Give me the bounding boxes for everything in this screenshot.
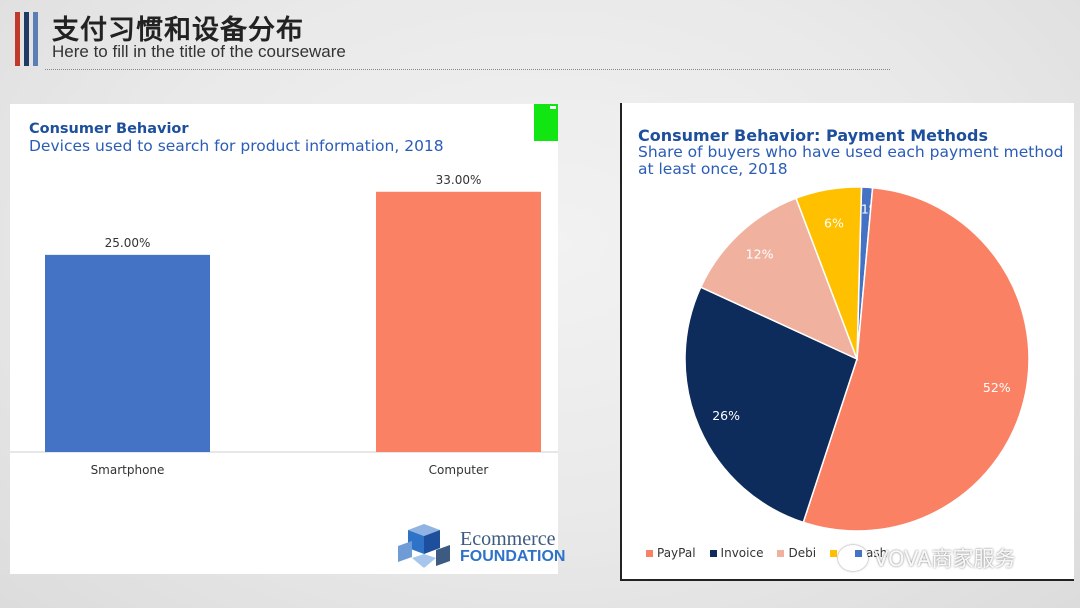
bar-computer	[376, 191, 541, 452]
pie-slice-paypal	[802, 186, 1030, 532]
device-chart-title: Consumer Behavior	[29, 121, 189, 137]
payment-chart-title: Consumer Behavior: Payment Methods	[638, 126, 988, 145]
page-title: 支付习惯和设备分布	[52, 15, 304, 46]
device-bar-chart: 25.00% Smartphone 33.00% Computer	[10, 173, 558, 477]
header-accent-bar-navy	[24, 12, 29, 66]
pie-data-label: 26%	[712, 408, 740, 423]
pie-slice-invoice	[684, 286, 858, 524]
logo-text-line1: Ecommerce	[460, 528, 556, 550]
legend-swatch	[777, 549, 785, 557]
bar-data-label: 33.00%	[436, 173, 482, 187]
legend-label: Invoice	[720, 546, 764, 560]
legend-swatch	[646, 549, 653, 557]
bar-category-label: Computer	[429, 463, 489, 477]
device-chart-card: Consumer Behavior Devices used to search…	[10, 104, 565, 574]
pie-legend: PayPal Invoice Debi ash	[646, 546, 887, 560]
payment-chart-subtitle: Share of buyers who have used each payme…	[638, 143, 1064, 178]
legend-item: PayPal	[646, 546, 696, 560]
bar-smartphone	[45, 254, 210, 452]
legend-swatch	[709, 549, 717, 557]
header-divider	[45, 69, 890, 70]
payment-pie-chart: 1%52%26%12%6%	[684, 186, 1030, 532]
payment-chart-card: Consumer Behavior: Payment Methods Share…	[620, 103, 1074, 581]
wechat-icon	[838, 545, 868, 571]
header-accent-bar-blue	[33, 12, 38, 66]
legend-item: Debi	[777, 546, 816, 560]
pie-slice-debit-credit-card	[699, 197, 859, 361]
pie-data-label: 52%	[983, 380, 1011, 395]
legend-swatch	[830, 549, 838, 557]
pie-data-label: 12%	[746, 247, 774, 262]
legend-item	[830, 546, 841, 560]
legend-item: Invoice	[709, 546, 764, 560]
logo-text-line2: FOUNDATION	[460, 548, 566, 565]
green-marker	[534, 104, 558, 141]
bar-category-label: Smartphone	[91, 463, 165, 477]
watermark: VOVA商家服务	[838, 543, 1016, 573]
legend-label: PayPal	[657, 546, 696, 560]
legend-label: Debi	[788, 546, 817, 560]
cube-logo-icon	[398, 524, 450, 568]
legend-label: ash	[866, 546, 888, 560]
pie-slice-prepaid	[795, 186, 863, 360]
pie-data-label: 6%	[824, 215, 844, 230]
watermark-text: VOVA商家服务	[874, 547, 1016, 571]
bar-data-label: 25.00%	[105, 236, 151, 250]
header-accent-bar-red	[15, 12, 20, 66]
ecommerce-foundation-logo: Ecommerce FOUNDATION	[394, 524, 566, 574]
device-chart-subtitle: Devices used to search for product infor…	[29, 137, 444, 155]
page-subtitle: Here to fill in the title of the coursew…	[52, 42, 346, 61]
